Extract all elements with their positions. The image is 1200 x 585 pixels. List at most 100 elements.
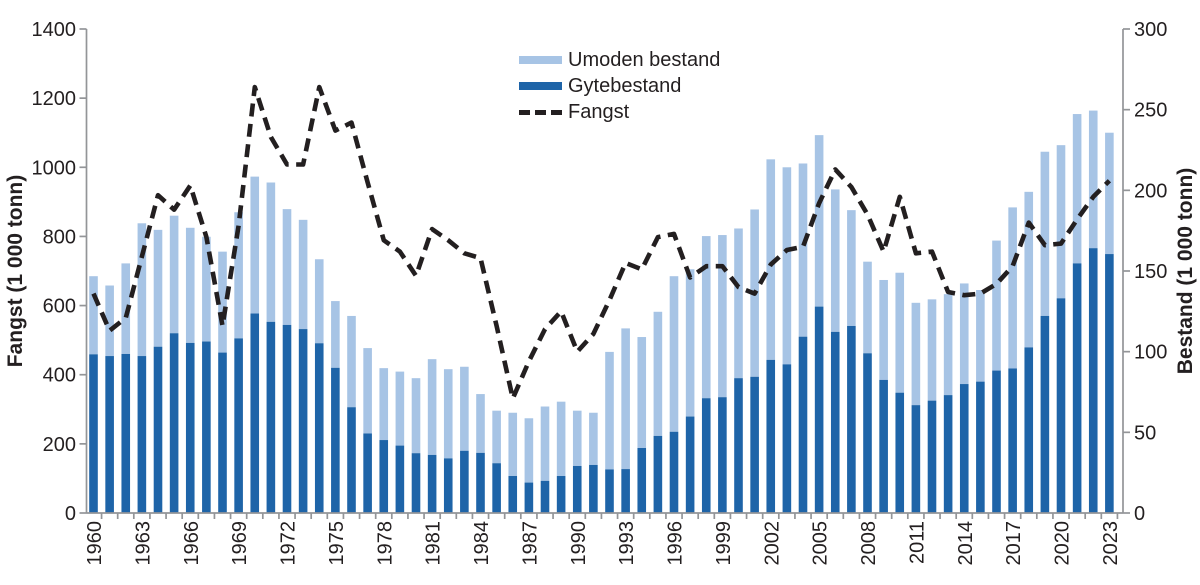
umoden-bar-2013 — [943, 294, 953, 396]
left-axis-tick-0: 0 — [65, 503, 76, 525]
gytebestand-bar-1971 — [266, 321, 276, 513]
umoden-bar-1982 — [443, 369, 453, 459]
umoden-bar-1967 — [202, 236, 211, 342]
umoden-bar-1960 — [89, 276, 98, 355]
umoden-bar-1977 — [363, 348, 372, 434]
legend-item-fangst: Fangst — [519, 101, 720, 123]
right-axis-tick-300: 300 — [1134, 19, 1167, 41]
chart-legend: Umoden bestand Gytebestand Fangst — [519, 49, 720, 123]
gytebestand-bar-1992 — [605, 469, 614, 513]
gytebestand-bar-1961 — [105, 356, 114, 513]
umoden-bar-1990 — [572, 410, 582, 466]
umoden-bar-1991 — [589, 412, 598, 465]
umoden-bar-2012 — [927, 299, 937, 401]
gytebestand-bar-2019 — [1040, 315, 1050, 513]
gytebestand-bar-2017 — [1008, 368, 1017, 513]
left-axis-tick-400: 400 — [43, 365, 76, 387]
gytebestand-bar-1972 — [282, 324, 292, 513]
x-axis-label-1990: 1990 — [568, 521, 590, 566]
axes — [79, 28, 1130, 519]
gytebestand-bar-1975 — [331, 367, 340, 513]
umoden-bar-2004 — [798, 163, 808, 337]
umoden-bar-1985 — [492, 410, 501, 464]
gytebestand-bar-2003 — [782, 364, 792, 513]
gytebestand-bar-1976 — [347, 407, 356, 513]
gytebestand-bar-1962 — [121, 353, 131, 513]
fangst-dashed-swatch-icon — [519, 109, 562, 115]
gytebestand-bar-2013 — [943, 395, 953, 513]
umoden-bar-2002 — [766, 159, 776, 360]
gytebestand-bar-2023 — [1105, 254, 1114, 513]
right-axis-tick-250: 250 — [1134, 100, 1167, 122]
gytebestand-bar-2008 — [863, 353, 872, 513]
x-axis-label-1981: 1981 — [423, 521, 445, 566]
gytebestand-bar-2015 — [976, 381, 985, 513]
right-axis-tick-100: 100 — [1134, 342, 1167, 364]
umoden-bar-1963 — [137, 223, 147, 357]
gytebestand-bar-1980 — [411, 453, 421, 513]
umoden-bar-2000 — [734, 228, 743, 379]
umoden-bar-2008 — [863, 261, 872, 354]
left-axis-tick-1400: 1400 — [32, 19, 77, 41]
umoden-bar-2020 — [1056, 145, 1066, 299]
x-axis-label-2023: 2023 — [1100, 521, 1122, 566]
umoden-bar-1965 — [169, 215, 179, 334]
gytebestand-bar-1997 — [685, 416, 695, 513]
gytebestand-bar-1981 — [427, 454, 437, 513]
gytebestand-bar-1999 — [718, 397, 727, 513]
gytebestand-bar-1966 — [185, 342, 195, 513]
x-axis-label-2011: 2011 — [906, 521, 928, 564]
umoden-bar-1975 — [331, 301, 340, 368]
umoden-bar-1966 — [185, 227, 195, 343]
x-axis-label-1978: 1978 — [374, 521, 396, 566]
umoden-bar-2005 — [814, 135, 824, 307]
umoden-bar-1986 — [508, 412, 518, 477]
gytebestand-bar-2021 — [1072, 263, 1082, 513]
umoden-bar-2014 — [959, 283, 969, 385]
umoden-bar-1978 — [379, 368, 389, 441]
umoden-bar-1983 — [460, 366, 469, 451]
umoden-bar-1995 — [653, 311, 663, 436]
gytebestand-bar-1979 — [395, 445, 405, 513]
fangst-line-path — [91, 84, 1112, 401]
right-axis-tick-50: 50 — [1134, 422, 1156, 444]
umoden-bar-2011 — [911, 302, 921, 406]
umoden-bar-1964 — [153, 229, 163, 347]
umoden-bar-1998 — [701, 236, 711, 399]
legend-label-fangst: Fangst — [568, 100, 630, 123]
gytebestand-bar-2004 — [798, 336, 808, 513]
x-axis-label-1966: 1966 — [181, 521, 203, 566]
x-axis-label-2020: 2020 — [1052, 521, 1074, 566]
x-axis-label-1999: 1999 — [713, 521, 735, 566]
left-axis-tick-200: 200 — [43, 434, 76, 456]
umoden-bar-1988 — [540, 406, 550, 481]
umoden-bar-1974 — [314, 259, 324, 344]
gytebestand-bar-2002 — [766, 359, 776, 513]
gytebestand-bar-1994 — [637, 448, 647, 513]
x-axis-label-1960: 1960 — [84, 521, 106, 566]
gytebestand-bar-2006 — [830, 331, 840, 513]
legend-label-umoden-bestand: Umoden bestand — [568, 48, 721, 71]
gytebestand-bar-2007 — [847, 325, 856, 513]
umoden-bar-1981 — [427, 359, 437, 455]
x-axis-label-1996: 1996 — [665, 521, 687, 566]
x-axis-label-1969: 1969 — [229, 521, 251, 566]
left-axis-tick-800: 800 — [43, 226, 76, 248]
umoden-bar-1971 — [266, 182, 276, 322]
gytebestand-bar-1983 — [460, 450, 469, 513]
right-axis-tick-0: 0 — [1134, 503, 1145, 525]
gytebestand-bar-1973 — [298, 329, 308, 513]
umoden-bar-2019 — [1040, 151, 1050, 316]
x-axis-label-1975: 1975 — [326, 521, 348, 566]
umoden-bar-1996 — [669, 276, 679, 432]
gytebestand-bar-1968 — [218, 352, 227, 513]
gytebestand-bar-2012 — [927, 400, 937, 513]
gytebestand-bar-1977 — [363, 433, 372, 513]
gytebestand-bar-1965 — [169, 333, 179, 513]
umoden-bar-2016 — [992, 240, 1001, 371]
right-axis-title: Bestand (1 000 tonn) — [1174, 168, 1197, 375]
x-axis-label-2005: 2005 — [810, 521, 832, 566]
x-axis-label-2014: 2014 — [955, 521, 977, 566]
gytebestand-bar-1964 — [153, 346, 163, 513]
